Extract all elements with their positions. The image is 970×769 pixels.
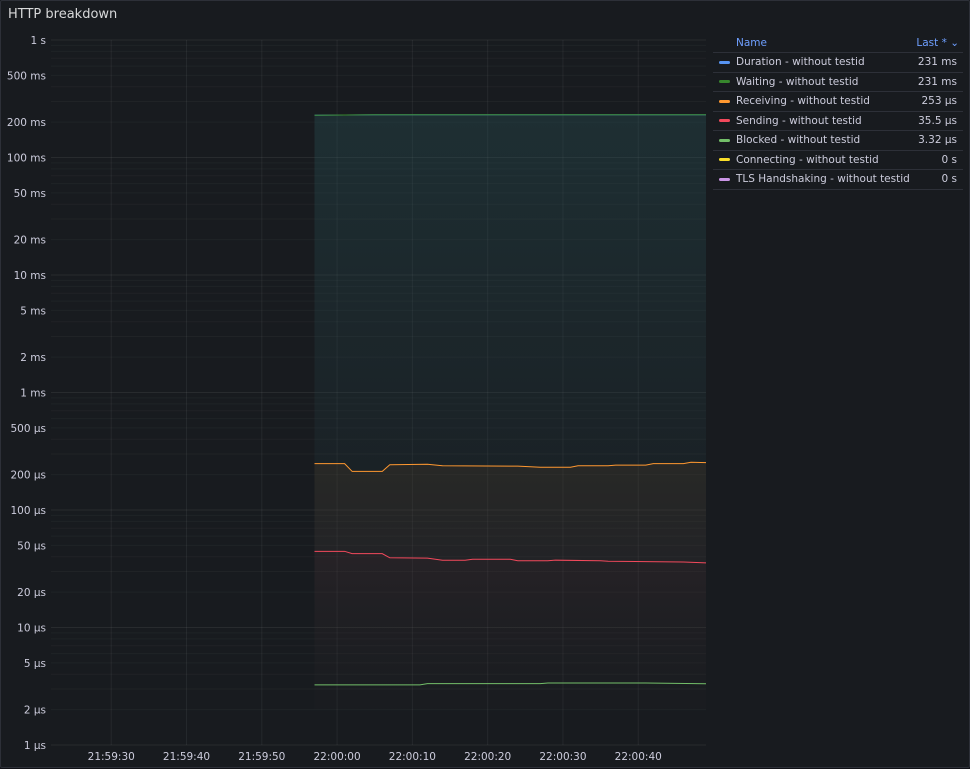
legend-last-header[interactable]: Last * ⌄ [916,34,963,52]
legend-last-value: 231 ms [918,56,963,68]
y-tick-label: 20 µs [17,587,46,599]
legend-series-name[interactable]: Blocked - without testid [736,134,918,146]
y-tick-label: 1 ms [20,388,46,400]
chevron-down-icon: ⌄ [950,37,959,49]
legend-series-name[interactable]: Receiving - without testid [736,95,921,107]
area-fill-duration [315,115,706,472]
legend-series-name[interactable]: Duration - without testid [736,56,918,68]
x-tick-label: 21:59:40 [163,751,210,763]
y-tick-label: 200 ms [7,117,46,129]
x-tick-label: 22:00:30 [539,751,586,763]
legend-last-value: 35.5 µs [918,115,963,127]
legend-color-swatch [719,139,730,142]
x-tick-label: 21:59:50 [238,751,285,763]
y-tick-label: 2 µs [24,705,46,717]
x-tick-label: 22:00:00 [314,751,361,763]
legend-series-name[interactable]: Connecting - without testid [736,154,942,166]
x-axis: 21:59:30 21:59:40 21:59:50 22:00:00 22:00:10… [88,751,662,763]
legend-header: Name Last * ⌄ [713,34,963,53]
y-tick-label: 1 µs [24,740,46,752]
legend-last-value: 0 s [942,173,964,185]
x-tick-label: 22:00:40 [615,751,662,763]
y-tick-label: 5 ms [20,305,46,317]
y-tick-label: 50 ms [14,188,46,200]
y-axis: 1 s 500 ms 200 ms 100 ms 50 ms 20 ms 10 ms 5 ms… [7,35,46,752]
y-tick-label: 100 µs [10,505,46,517]
legend-color-swatch [719,119,730,122]
legend-last-label: Last * [916,37,946,49]
y-tick-label: 10 µs [17,623,46,635]
legend-series-name[interactable]: Sending - without testid [736,115,918,127]
y-tick-label: 10 ms [14,270,46,282]
x-tick-label: 22:00:20 [464,751,511,763]
legend-color-swatch [719,100,730,103]
y-tick-label: 20 ms [14,235,46,247]
legend-color-swatch [719,158,730,161]
legend-color-swatch [719,61,730,64]
area-fill-receiving [315,462,706,563]
y-tick-label: 500 ms [7,70,46,82]
y-tick-label: 1 s [31,35,47,47]
x-tick-label: 21:59:30 [88,751,135,763]
legend-series-name[interactable]: Waiting - without testid [736,76,918,88]
legend-last-value: 0 s [942,154,964,166]
y-tick-label: 50 µs [17,540,46,552]
legend-last-value: 253 µs [921,95,963,107]
legend-color-swatch [719,80,730,83]
legend-color-swatch [719,178,730,181]
x-tick-label: 22:00:10 [389,751,436,763]
legend-last-value: 231 ms [918,76,963,88]
legend-last-value: 3.32 µs [918,134,963,146]
y-tick-label: 500 µs [10,423,46,435]
y-tick-label: 200 µs [10,470,46,482]
series-fills [315,115,706,709]
legend-series-name[interactable]: TLS Handshaking - without testid [736,173,942,185]
y-tick-label: 2 ms [20,352,46,364]
legend-name-header[interactable]: Name [713,34,767,52]
y-tick-label: 100 ms [7,153,46,165]
y-tick-label: 5 µs [24,658,46,670]
